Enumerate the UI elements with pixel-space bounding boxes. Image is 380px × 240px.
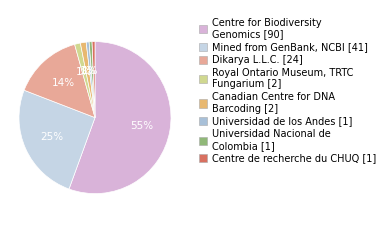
Wedge shape (19, 90, 95, 189)
Text: 1%: 1% (82, 66, 99, 76)
Wedge shape (69, 42, 171, 194)
Text: 55%: 55% (130, 121, 153, 131)
Wedge shape (86, 42, 95, 118)
Text: 25%: 25% (41, 132, 64, 142)
Text: 1%: 1% (79, 66, 96, 76)
Wedge shape (80, 42, 95, 118)
Wedge shape (24, 44, 95, 118)
Wedge shape (92, 42, 95, 118)
Text: 14%: 14% (52, 78, 75, 88)
Legend: Centre for Biodiversity
Genomics [90], Mined from GenBank, NCBI [41], Dikarya L.: Centre for Biodiversity Genomics [90], M… (199, 18, 377, 163)
Wedge shape (89, 42, 95, 118)
Text: 1%: 1% (76, 67, 92, 77)
Wedge shape (74, 43, 95, 118)
